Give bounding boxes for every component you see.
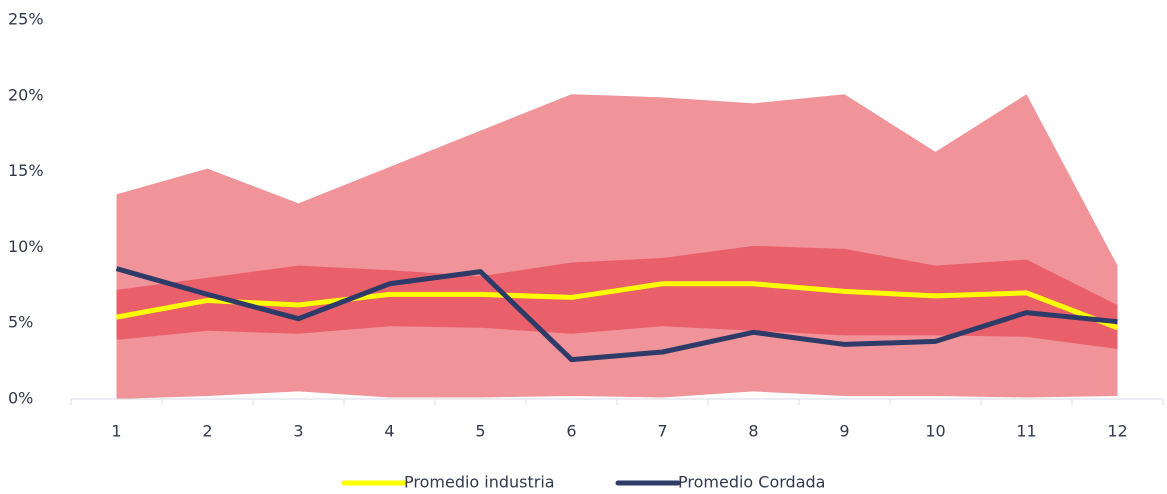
y-tick-label: 25%	[8, 10, 44, 29]
x-tick-label: 2	[202, 422, 212, 441]
x-tick-label: 3	[293, 422, 303, 441]
x-tick-label: 12	[1107, 422, 1127, 441]
x-tick-label: 5	[475, 422, 485, 441]
y-tick-label: 15%	[8, 161, 44, 180]
x-tick-label: 1	[111, 422, 121, 441]
range-band	[116, 245, 1118, 349]
y-tick-label: 0%	[8, 389, 33, 408]
x-tick-label: 9	[839, 422, 849, 441]
y-tick-label: 10%	[8, 237, 44, 256]
x-tick-label: 7	[657, 422, 667, 441]
x-tick-label: 11	[1016, 422, 1036, 441]
x-tick-label: 10	[925, 422, 945, 441]
legend-label: Promedio Cordada	[678, 473, 825, 492]
x-tick-label: 8	[748, 422, 758, 441]
y-tick-label: 5%	[8, 313, 33, 332]
legend-label: Promedio industria	[404, 473, 555, 492]
series-line	[116, 281, 1119, 331]
x-tick-label: 6	[566, 422, 576, 441]
y-tick-label: 20%	[8, 85, 44, 104]
series-line	[115, 266, 1118, 363]
x-tick-label: 4	[384, 422, 394, 441]
